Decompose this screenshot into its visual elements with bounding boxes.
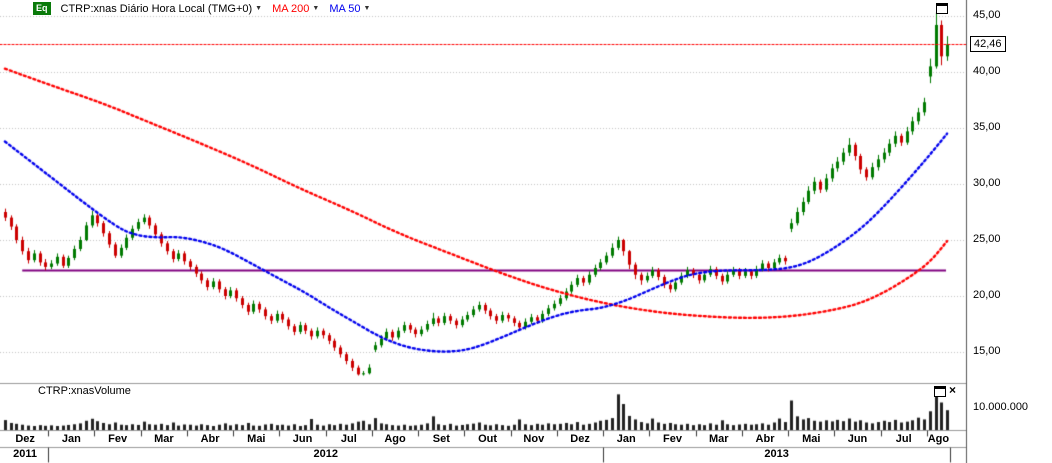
x-axis-month-label: Ago bbox=[384, 433, 406, 445]
x-axis-month-label: Mai bbox=[247, 433, 266, 445]
maximize-icon[interactable] bbox=[936, 3, 948, 14]
ma50-dropdown[interactable]: MA 50 ▼ bbox=[329, 3, 370, 15]
instrument-title-dropdown[interactable]: CTRP:xnas Diário Hora Local (TMG+0) ▼ bbox=[61, 3, 263, 15]
x-axis-month-label: Jan bbox=[616, 433, 636, 445]
x-axis-month-label: Mar bbox=[154, 433, 174, 445]
ma200-dropdown[interactable]: MA 200 ▼ bbox=[272, 3, 319, 15]
x-axis-month-label: Jun bbox=[847, 433, 868, 445]
volume-pane-title: CTRP:xnasVolume bbox=[38, 385, 131, 397]
chevron-down-icon: ▼ bbox=[312, 4, 320, 12]
chevron-down-icon: ▼ bbox=[255, 4, 263, 12]
x-axis-month-label: Fev bbox=[108, 433, 128, 445]
x-axis-month-label: Nov bbox=[523, 433, 545, 445]
price-axis-label: 35,00 bbox=[973, 121, 1001, 133]
x-axis-month-label: Jul bbox=[340, 433, 357, 445]
last-price-label: 42,46 bbox=[970, 36, 1006, 53]
x-axis-month-label: Mar bbox=[708, 433, 729, 445]
price-axis-label: 40,00 bbox=[973, 65, 1001, 77]
restore-icon[interactable] bbox=[934, 386, 946, 397]
chart-header: Eq CTRP:xnas Diário Hora Local (TMG+0) ▼… bbox=[33, 2, 370, 15]
close-icon[interactable]: × bbox=[949, 383, 957, 397]
volume-axis-label: 10.000.000 bbox=[973, 401, 1029, 413]
price-axis-label: 25,00 bbox=[973, 233, 1001, 245]
x-axis-month-label: Jul bbox=[895, 433, 912, 445]
x-axis-month-label: Abr bbox=[755, 433, 775, 445]
x-axis-year-label: 2012 bbox=[313, 448, 338, 460]
x-axis-year-label: 2013 bbox=[764, 448, 789, 460]
price-axis-label: 30,00 bbox=[973, 177, 1001, 189]
x-axis-month-label: Out bbox=[478, 433, 498, 445]
x-axis-year-label: 2011 bbox=[13, 448, 38, 460]
x-axis-month-label: Ago bbox=[927, 433, 950, 445]
price-axis-label: 15,00 bbox=[973, 345, 1001, 357]
equity-badge: Eq bbox=[33, 2, 51, 15]
ma50-label: MA 50 bbox=[329, 2, 361, 15]
x-axis-month-label: Fev bbox=[663, 433, 683, 445]
x-axis-month-label: Set bbox=[432, 433, 450, 445]
x-axis-month-label: Jun bbox=[292, 433, 313, 445]
x-axis-month-label: Jan bbox=[61, 433, 81, 445]
x-axis-month-label: Abr bbox=[200, 433, 220, 445]
x-axis-month-label: Mai bbox=[802, 433, 821, 445]
price-axis-label: 45,00 bbox=[973, 9, 1001, 21]
x-axis-month-label: Dez bbox=[570, 433, 590, 445]
chevron-down-icon: ▼ bbox=[363, 4, 371, 12]
instrument-title: CTRP:xnas Diário Hora Local (TMG+0) bbox=[60, 2, 253, 15]
x-axis-month-label: Dez bbox=[15, 433, 35, 445]
ma200-label: MA 200 bbox=[272, 2, 310, 15]
price-axis-label: 20,00 bbox=[973, 289, 1001, 301]
